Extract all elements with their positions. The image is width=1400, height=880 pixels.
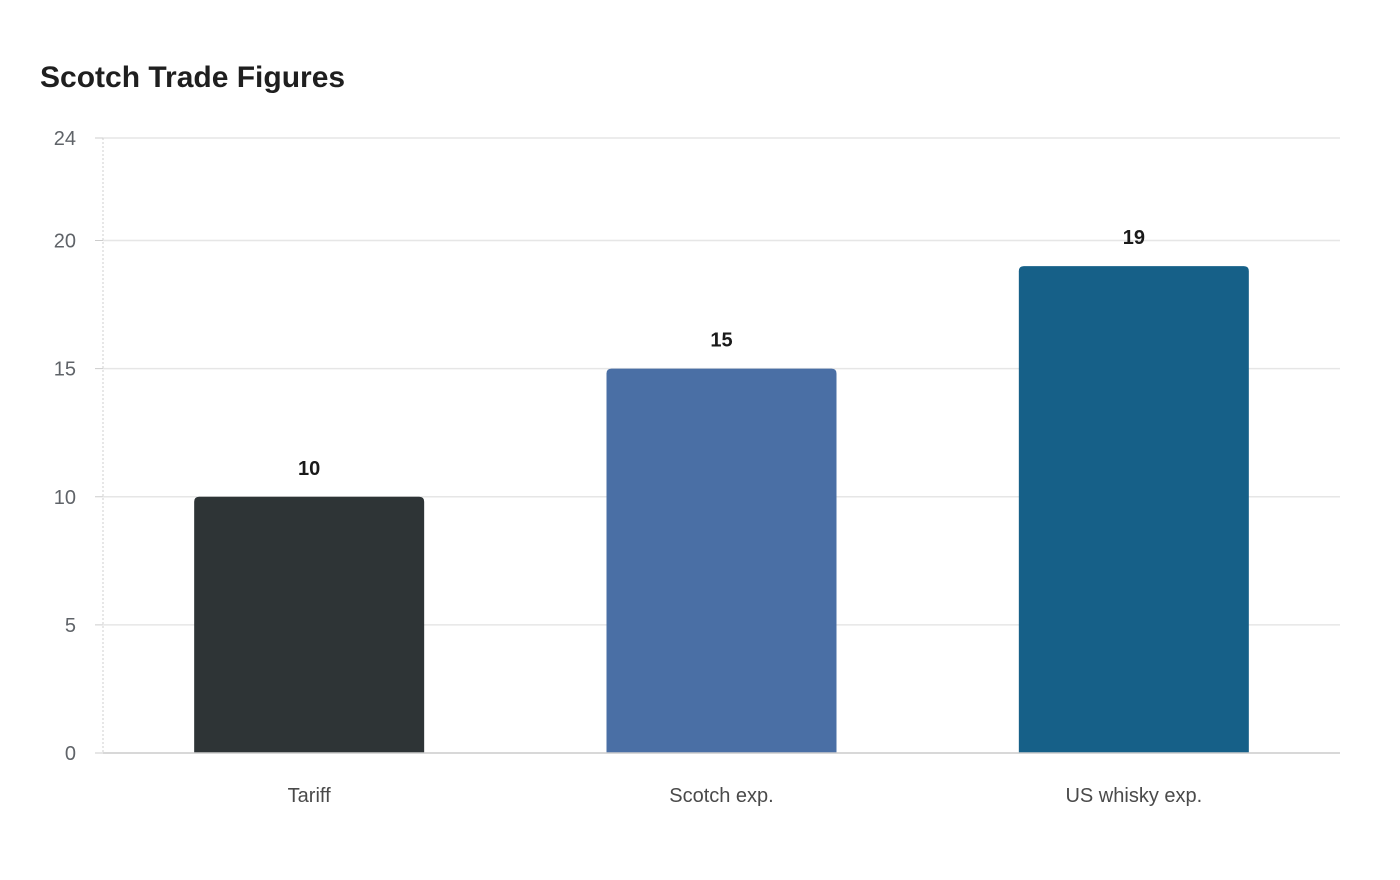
category-label-0: Tariff	[288, 785, 331, 807]
data-label-0: 10	[298, 458, 320, 480]
category-label-1: Scotch exp.	[669, 785, 774, 807]
y-tick-label: 20	[54, 231, 76, 253]
data-label-1: 15	[710, 330, 732, 352]
chart-title: Scotch Trade Figures	[40, 61, 346, 94]
y-tick-label: 0	[65, 743, 76, 765]
bar-2	[1018, 266, 1249, 753]
axes	[95, 137, 104, 754]
y-tick-labels: 0 5 10 15 20 24	[54, 128, 76, 765]
bars	[194, 266, 1249, 753]
y-tick-label: 10	[54, 487, 76, 509]
category-labels: Tariff Scotch exp. US whisky exp.	[103, 752, 1340, 807]
y-tick-label: 5	[65, 615, 76, 637]
bar-0	[194, 496, 425, 753]
y-tick-label: 24	[54, 128, 76, 150]
y-tick-label: 15	[54, 359, 76, 381]
data-label-2: 19	[1123, 227, 1145, 249]
category-label-2: US whisky exp.	[1065, 785, 1202, 807]
data-labels: 10 15 19	[298, 227, 1145, 480]
bar-1	[606, 368, 837, 753]
